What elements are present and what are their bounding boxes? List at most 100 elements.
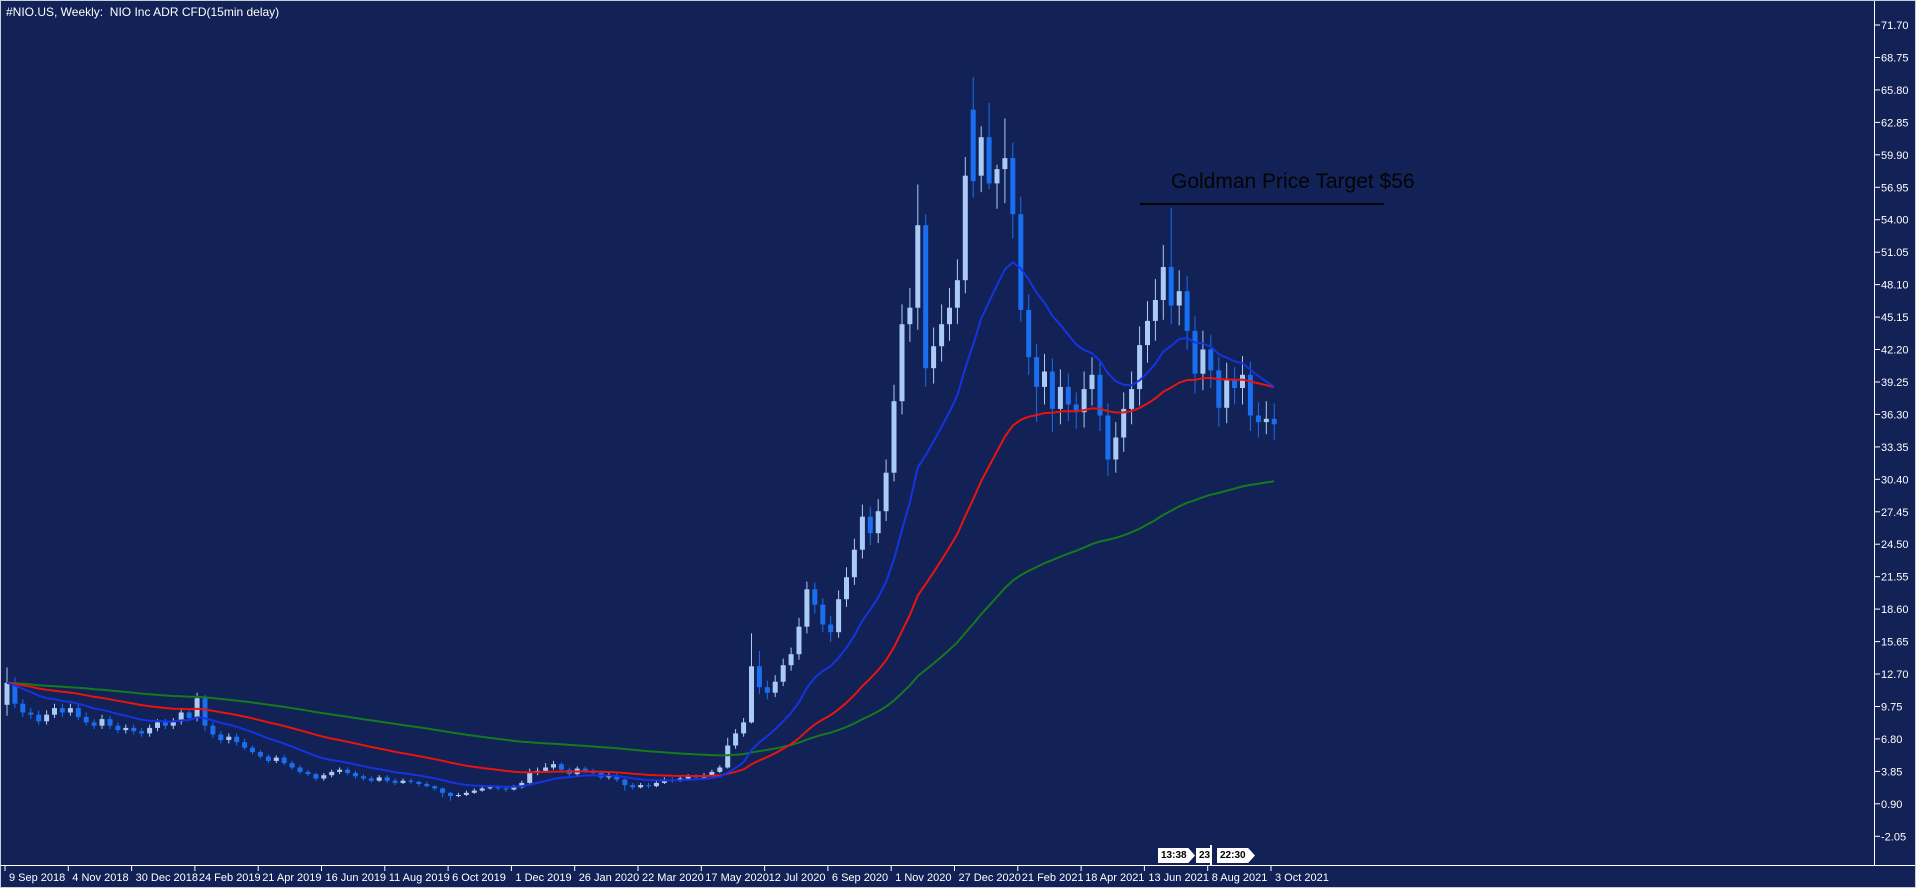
price-axis-label: 12.70 bbox=[1881, 669, 1909, 681]
candle-body bbox=[875, 511, 881, 534]
candle-body bbox=[1145, 320, 1150, 346]
candle-body bbox=[376, 777, 382, 781]
candle-body bbox=[780, 665, 786, 682]
candle-body bbox=[495, 787, 501, 789]
candle-body bbox=[471, 790, 477, 793]
candle-body bbox=[313, 774, 319, 779]
date-axis-label: 24 Feb 2019 bbox=[199, 872, 261, 884]
date-axis-label: 3 Oct 2021 bbox=[1275, 872, 1329, 884]
date-axis-label: 27 Dec 2020 bbox=[959, 872, 1021, 884]
date-axis-label: 6 Sep 2020 bbox=[832, 872, 888, 884]
candle-body bbox=[384, 777, 390, 781]
candle-body bbox=[1160, 267, 1166, 300]
candle-body bbox=[353, 773, 358, 777]
candle-body bbox=[796, 626, 802, 655]
candle-body bbox=[448, 792, 453, 797]
candle-body bbox=[1216, 370, 1222, 408]
time-flag-1[interactable]: 13:38 bbox=[1158, 848, 1195, 863]
price-axis-label: 21.55 bbox=[1881, 572, 1909, 584]
candle-body bbox=[939, 324, 945, 347]
price-target-annotation[interactable]: Goldman Price Target $56 bbox=[1171, 170, 1415, 193]
date-axis-label: 11 Aug 2019 bbox=[389, 872, 450, 884]
candle-body bbox=[1137, 345, 1143, 390]
date-axis-label: 21 Apr 2019 bbox=[262, 872, 321, 884]
candle-body bbox=[1065, 386, 1071, 405]
candle-body bbox=[994, 169, 1000, 184]
candle-body bbox=[432, 786, 438, 789]
candle-body bbox=[1152, 300, 1158, 321]
candle-body bbox=[115, 725, 121, 731]
candle-body bbox=[883, 472, 889, 512]
candle-body bbox=[638, 785, 644, 788]
time-flag-3[interactable]: 22:30 bbox=[1217, 848, 1255, 863]
candle-body bbox=[828, 624, 834, 633]
candle-body bbox=[788, 654, 794, 666]
price-axis-label: 3.85 bbox=[1881, 766, 1902, 778]
candle-body bbox=[1034, 357, 1040, 387]
smoothed-ma-slow-line[interactable] bbox=[6, 480, 1275, 757]
date-axis-label: 13 Jun 2021 bbox=[1148, 872, 1209, 884]
price-axis-label: 51.05 bbox=[1881, 247, 1909, 259]
time-flag-separator bbox=[1210, 845, 1212, 865]
price-axis-label: 33.35 bbox=[1881, 442, 1909, 454]
price-target-underline[interactable] bbox=[1140, 203, 1384, 205]
candle-body bbox=[1200, 349, 1206, 374]
candle-body bbox=[257, 752, 263, 757]
candle-body bbox=[155, 722, 160, 728]
candle-body bbox=[725, 745, 731, 768]
price-axis-label: 45.15 bbox=[1881, 312, 1909, 324]
chart-title: #NIO.US, Weekly: NIO Inc ADR CFD(15min d… bbox=[6, 5, 280, 19]
candle-body bbox=[741, 722, 747, 734]
smoothed-ma-fast-line[interactable] bbox=[6, 261, 1275, 788]
candle-body bbox=[360, 776, 366, 779]
candle-body bbox=[139, 731, 145, 734]
candle-body bbox=[1129, 389, 1135, 409]
candle-body bbox=[36, 714, 42, 722]
smoothed-ma-mid-line[interactable] bbox=[6, 376, 1275, 777]
candle-body bbox=[1192, 330, 1198, 374]
price-axis-label: 6.80 bbox=[1881, 734, 1902, 746]
candle-body bbox=[67, 708, 73, 713]
candle-body bbox=[1184, 291, 1190, 331]
price-axis-label: 39.25 bbox=[1881, 377, 1909, 389]
candle-body bbox=[970, 109, 976, 182]
price-axis-label: 68.75 bbox=[1881, 53, 1909, 65]
candle-body bbox=[511, 787, 517, 790]
date-axis-label: 30 Dec 2018 bbox=[136, 872, 198, 884]
candle-body bbox=[954, 280, 960, 308]
candle-body bbox=[400, 780, 406, 783]
candles bbox=[4, 76, 1277, 801]
time-flag-2[interactable]: 23 bbox=[1196, 848, 1210, 863]
price-axis-label: 27.45 bbox=[1881, 507, 1909, 519]
candle-body bbox=[99, 719, 105, 726]
session-time-flags: 13:38 23 22:30 bbox=[1158, 845, 1258, 865]
price-axis-label: 42.20 bbox=[1881, 345, 1909, 357]
candle-body bbox=[305, 771, 311, 775]
candle-body bbox=[543, 767, 549, 771]
candle-body bbox=[891, 401, 897, 473]
price-axis-label: 36.30 bbox=[1881, 409, 1909, 421]
candle-body bbox=[83, 716, 89, 723]
candle-body bbox=[1232, 380, 1238, 388]
candle-body bbox=[1168, 267, 1174, 306]
candle-body bbox=[685, 776, 691, 779]
candle-body bbox=[931, 346, 937, 369]
candle-body bbox=[329, 771, 335, 776]
candle-body bbox=[503, 788, 509, 790]
candle-body bbox=[582, 768, 588, 771]
candle-body bbox=[1049, 371, 1055, 409]
candle-body bbox=[519, 782, 525, 788]
date-axis-label: 18 Apr 2021 bbox=[1085, 872, 1144, 884]
candle-body bbox=[479, 788, 485, 791]
candle-body bbox=[527, 773, 533, 783]
candle-body bbox=[1176, 291, 1182, 306]
candle-body bbox=[804, 589, 810, 627]
candle-body bbox=[1010, 158, 1016, 215]
candle-body bbox=[1073, 404, 1079, 413]
candle-body bbox=[622, 779, 628, 786]
candle-body bbox=[186, 712, 192, 718]
candle-body bbox=[337, 769, 343, 772]
candle-body bbox=[392, 780, 398, 783]
